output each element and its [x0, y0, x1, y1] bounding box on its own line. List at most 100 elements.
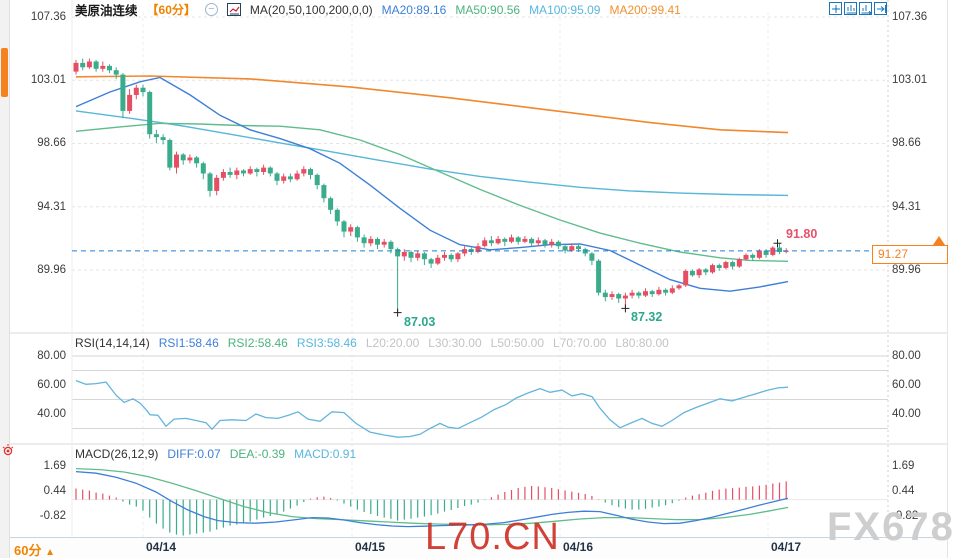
diff-line	[75, 470, 789, 528]
candle	[73, 62, 79, 72]
candle	[502, 238, 508, 242]
candle	[495, 238, 501, 244]
candle	[113, 70, 119, 75]
candle	[636, 292, 642, 296]
candle	[93, 61, 99, 69]
high-marker-cross	[773, 239, 782, 248]
macd-axis-label-right: 0.44	[892, 485, 915, 497]
candle	[187, 157, 193, 161]
candle	[730, 262, 736, 267]
candle	[421, 253, 427, 260]
main-axis-label-right: 98.66	[892, 137, 921, 149]
candle	[475, 246, 481, 252]
candle	[723, 262, 729, 268]
candle	[736, 259, 742, 267]
dea-value: DEA:-0.39	[229, 447, 286, 461]
compress-time-icon[interactable]	[844, 2, 857, 15]
candle	[435, 257, 441, 264]
right-scrollbar-track[interactable]	[947, 0, 957, 558]
rsi-axis-label-left: 40.00	[37, 408, 66, 420]
rsi-l50-label: L50:50.00	[490, 336, 545, 350]
rsi2-value: RSI2:58.46	[227, 336, 288, 350]
ma100-line	[75, 110, 789, 197]
candle	[375, 238, 380, 245]
date-label: 04/16	[563, 540, 594, 554]
indicator-chart-icon[interactable]	[226, 3, 241, 16]
current-price-value: 91.27	[878, 247, 909, 261]
candle	[743, 254, 749, 260]
shift-right-icon[interactable]	[874, 2, 887, 15]
macd-title: MACD(26,12,9)	[75, 447, 159, 461]
candle	[348, 227, 354, 232]
candle	[328, 198, 334, 210]
candle	[696, 269, 702, 276]
candle	[153, 134, 159, 138]
candle	[455, 253, 461, 260]
candle	[388, 241, 394, 250]
candle	[616, 294, 622, 299]
rsi-l30-label: L30:30.00	[428, 336, 482, 350]
rsi-axis-label-right: 80.00	[892, 350, 921, 362]
candle	[368, 238, 374, 244]
candle	[133, 87, 139, 95]
low-price-annotation-1: 87.03	[404, 315, 436, 329]
candle	[86, 61, 92, 68]
panel-separators	[10, 332, 947, 445]
expand-time-icon[interactable]	[859, 2, 872, 15]
candle	[174, 154, 179, 168]
macd-axis-label-right: -0.82	[892, 510, 919, 522]
instrument-title: 美原油连续	[75, 4, 138, 18]
ma20-value: MA20:89.16	[381, 2, 447, 17]
date-label: 04/17	[771, 540, 802, 554]
rsi-l80-label: L80:80.00	[615, 336, 669, 350]
left-scrollbar-thumb[interactable]	[1, 48, 8, 97]
move-icon[interactable]	[829, 2, 842, 15]
macd-axis-label-left: 1.69	[43, 460, 66, 472]
rsi-line	[75, 379, 789, 438]
candle	[428, 259, 434, 264]
candle	[401, 252, 407, 257]
rsi-axis-label-left: 80.00	[37, 350, 66, 362]
macd-histogram	[75, 481, 787, 536]
candle	[274, 173, 280, 181]
candle	[334, 209, 340, 222]
candle	[756, 250, 762, 258]
collapse-icon[interactable]: −	[204, 3, 218, 16]
macd-axis-label-left: -0.82	[39, 510, 66, 522]
candle	[241, 170, 246, 174]
candle	[234, 170, 240, 175]
candle	[669, 288, 675, 293]
candle	[515, 237, 521, 242]
candle	[750, 254, 756, 258]
candle	[622, 295, 628, 299]
candle	[777, 247, 782, 252]
candle	[281, 176, 287, 181]
period-badge[interactable]: 【60分】	[146, 3, 196, 17]
candle	[220, 172, 226, 178]
candle	[207, 173, 213, 191]
period-selector[interactable]: 60分 ▲	[14, 540, 55, 558]
candle	[287, 176, 293, 180]
candle	[535, 240, 541, 244]
main-axis-label-right: 89.96	[892, 264, 921, 276]
main-axis-label-left: 103.01	[30, 74, 66, 86]
candle	[80, 62, 86, 68]
candle	[227, 172, 233, 175]
candle	[301, 169, 307, 174]
rsi-axis-label-right: 40.00	[892, 408, 921, 420]
ma200-value: MA200:99.41	[609, 2, 681, 17]
chart-plot-area[interactable]	[72, 0, 888, 537]
candle	[596, 260, 602, 293]
chart-toolbar	[829, 2, 887, 15]
main-axis-label-left: 89.96	[37, 264, 66, 276]
candle	[488, 240, 494, 244]
candle	[261, 167, 267, 172]
ma100-value: MA100:95.09	[529, 2, 601, 17]
candle	[763, 250, 769, 255]
candle	[643, 291, 648, 296]
dea-line	[75, 467, 789, 526]
candle	[395, 249, 401, 257]
candle	[214, 177, 220, 191]
ma20-line	[75, 76, 789, 292]
